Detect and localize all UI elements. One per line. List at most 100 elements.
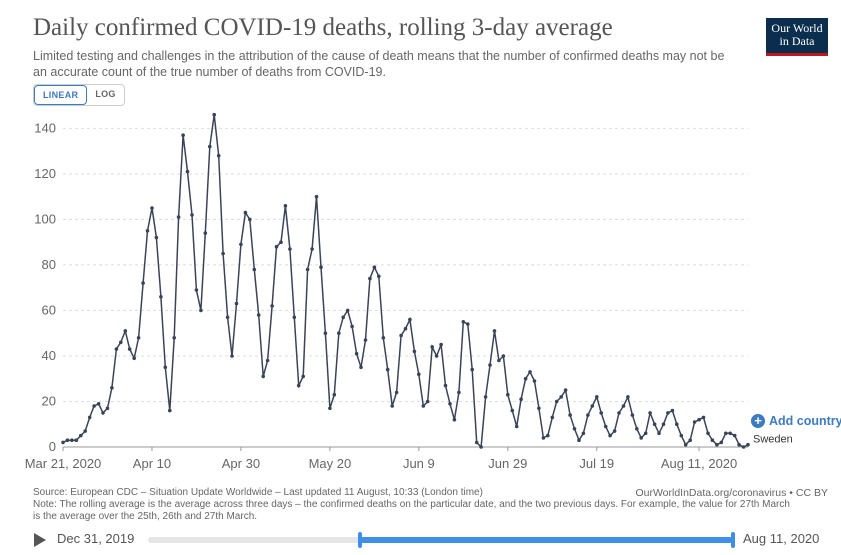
data-point	[359, 365, 363, 370]
data-point	[239, 242, 243, 247]
data-point	[595, 395, 599, 399]
data-point	[692, 420, 697, 424]
data-point	[719, 440, 724, 445]
data-point	[417, 372, 421, 377]
data-point	[466, 322, 470, 326]
data-point	[519, 397, 523, 402]
data-point	[639, 436, 643, 440]
data-point	[123, 329, 128, 333]
data-point	[679, 433, 684, 438]
data-point	[328, 406, 332, 411]
x-tick-label: May 20	[309, 456, 352, 471]
data-point	[243, 210, 248, 215]
chart-subtitle: Limited testing and challenges in the at…	[33, 49, 725, 79]
data-point	[381, 336, 386, 340]
data-point	[581, 431, 586, 436]
data-point	[168, 408, 172, 413]
y-tick-label: 0	[49, 439, 56, 454]
data-point	[626, 395, 630, 399]
data-point	[354, 351, 359, 356]
data-point	[479, 445, 483, 449]
data-point	[265, 358, 270, 363]
data-point	[305, 267, 310, 272]
y-tick-label: 40	[42, 348, 56, 363]
timeline-end-handle[interactable]	[731, 532, 735, 548]
data-point	[603, 424, 608, 429]
data-point	[439, 342, 443, 347]
log-scale-button[interactable]: LOG	[95, 89, 116, 99]
data-point	[648, 411, 652, 415]
data-point	[683, 442, 688, 447]
data-point	[523, 376, 528, 381]
play-icon[interactable]	[34, 533, 46, 547]
data-point	[412, 349, 417, 354]
owid-logo[interactable]: Our World in Data	[766, 18, 828, 56]
y-tick-label: 100	[34, 211, 56, 226]
data-point	[554, 399, 559, 404]
data-point	[270, 304, 274, 308]
data-point	[301, 374, 306, 379]
data-point	[550, 415, 555, 420]
data-point	[390, 404, 395, 408]
data-point	[74, 438, 79, 443]
data-point	[61, 440, 65, 445]
data-point	[141, 281, 145, 285]
x-tick-label: Jul 19	[579, 456, 614, 471]
data-point	[132, 356, 136, 361]
data-point	[577, 438, 581, 443]
timeline-end-label: Aug 11, 2020	[743, 531, 820, 546]
data-point	[288, 247, 292, 251]
data-point	[314, 194, 319, 199]
x-tick-label: Jun 29	[488, 456, 527, 471]
data-point	[457, 390, 461, 395]
data-point	[394, 390, 399, 395]
data-point	[452, 417, 457, 422]
data-point	[145, 229, 150, 233]
data-point	[492, 329, 497, 333]
data-point	[488, 363, 492, 367]
data-point	[590, 404, 595, 408]
x-tick-label: Jun 9	[403, 456, 435, 471]
data-point	[101, 411, 105, 415]
data-point	[136, 336, 141, 340]
data-point	[425, 399, 430, 404]
data-point	[119, 340, 123, 345]
data-point	[666, 411, 670, 415]
data-point	[563, 388, 568, 392]
data-point	[599, 411, 603, 415]
owid-url-link[interactable]: OurWorldInData.org/coronavirus • CC BY	[635, 487, 828, 499]
data-point	[79, 433, 83, 438]
data-point	[114, 347, 119, 351]
data-point	[448, 402, 452, 406]
data-point	[92, 404, 96, 408]
data-point	[372, 265, 377, 270]
data-point	[127, 347, 132, 351]
data-point	[377, 274, 381, 279]
data-point	[741, 445, 746, 449]
data-point	[368, 276, 372, 281]
timeline-selected-range[interactable]	[360, 537, 733, 543]
timeline-start-handle[interactable]	[358, 532, 362, 548]
data-point	[341, 315, 346, 320]
data-point	[150, 206, 154, 210]
data-point	[225, 315, 230, 320]
source-text: Source: European CDC – Situation Update …	[33, 487, 483, 498]
linear-scale-button[interactable]: LINEAR	[34, 85, 88, 105]
data-point	[546, 433, 550, 438]
data-point	[461, 320, 466, 324]
data-point	[252, 267, 257, 272]
data-point	[221, 251, 225, 256]
x-tick-label: Mar 21, 2020	[25, 456, 102, 471]
data-point	[630, 413, 635, 417]
data-point	[670, 408, 675, 413]
add-country-button[interactable]: + Add country	[751, 414, 841, 428]
data-point	[537, 406, 541, 411]
data-point	[279, 240, 283, 244]
data-point	[657, 431, 661, 436]
data-point	[737, 442, 741, 447]
data-point	[385, 367, 390, 372]
data-point	[216, 153, 221, 158]
data-point	[652, 422, 657, 427]
y-tick-label: 20	[42, 393, 56, 408]
data-point	[701, 415, 706, 420]
